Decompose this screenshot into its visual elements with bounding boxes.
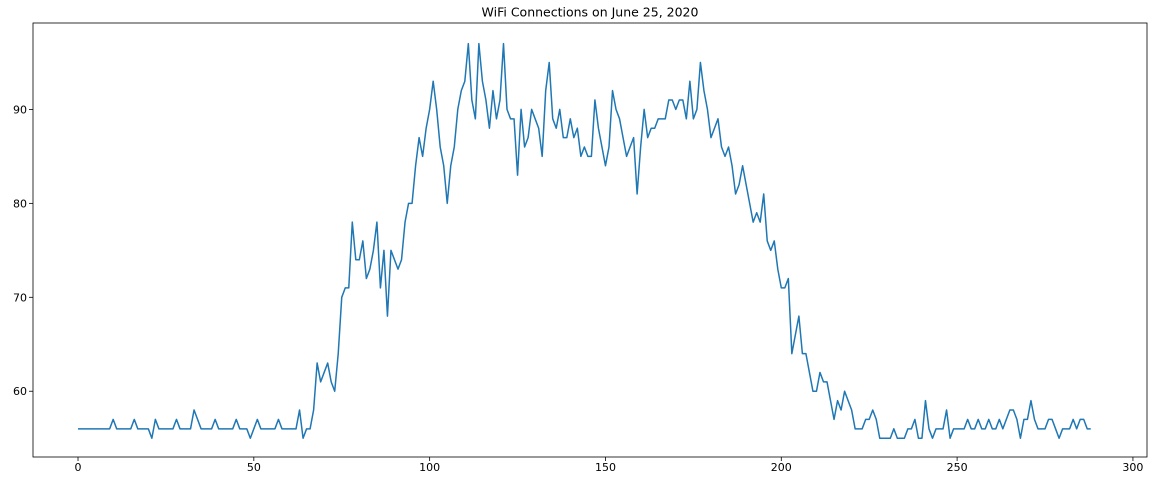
y-tick-label: 90 xyxy=(13,103,27,116)
x-tick-label: 100 xyxy=(419,461,440,474)
chart-title: WiFi Connections on June 25, 2020 xyxy=(482,5,699,20)
x-tick-label: 250 xyxy=(947,461,968,474)
x-tick-label: 300 xyxy=(1122,461,1143,474)
x-tick-label: 0 xyxy=(75,461,82,474)
x-tick-label: 50 xyxy=(247,461,261,474)
plot-frame xyxy=(32,22,1148,458)
y-tick-label: 70 xyxy=(13,291,27,304)
y-tick-label: 60 xyxy=(13,385,27,398)
x-tick-label: 200 xyxy=(771,461,792,474)
x-tick-label: 150 xyxy=(595,461,616,474)
data-line xyxy=(78,42,1091,439)
y-tick-label: 80 xyxy=(13,197,27,210)
